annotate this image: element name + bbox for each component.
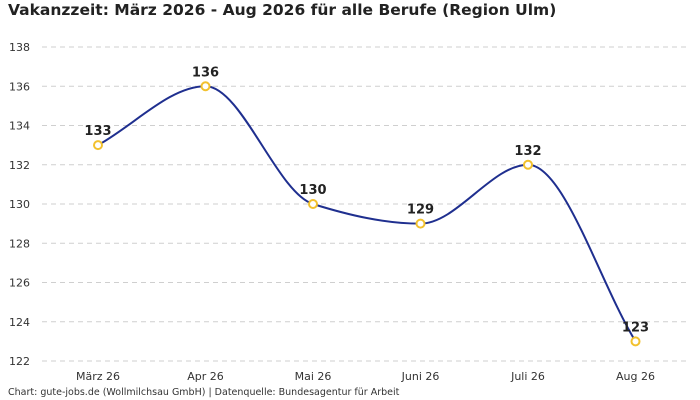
data-point bbox=[93, 140, 103, 151]
chart-title: Vakanzzeit: März 2026 - Aug 2026 für all… bbox=[8, 1, 557, 19]
x-axis-ticks: März 26 Apr 26 Mai 26 Juni 26 Juli 26 Aug 26 bbox=[76, 370, 655, 383]
data-points bbox=[93, 81, 641, 347]
y-tick-label: 122 bbox=[9, 355, 30, 368]
x-tick-label: Apr 26 bbox=[187, 370, 224, 383]
y-tick-label: 130 bbox=[9, 198, 30, 211]
series-line bbox=[97, 85, 637, 342]
y-tick-label: 124 bbox=[9, 316, 30, 329]
series-line-group bbox=[97, 85, 637, 342]
data-labels: 133 136 130 129 132 123 bbox=[84, 65, 649, 335]
data-point bbox=[308, 199, 318, 209]
x-tick-label: Juli 26 bbox=[510, 370, 545, 383]
data-label: 123 bbox=[622, 320, 649, 335]
data-label: 132 bbox=[514, 144, 541, 159]
y-tick-label: 136 bbox=[9, 80, 30, 93]
y-tick-label: 126 bbox=[9, 277, 30, 290]
x-tick-label: Juni 26 bbox=[401, 370, 440, 383]
data-label: 133 bbox=[84, 124, 111, 139]
data-label: 136 bbox=[192, 65, 219, 80]
y-tick-label: 128 bbox=[9, 237, 30, 250]
x-tick-label: Aug 26 bbox=[616, 370, 655, 383]
x-tick-label: März 26 bbox=[76, 370, 120, 383]
chart-footer: Chart: gute-jobs.de (Wollmilchsau GmbH) … bbox=[8, 387, 400, 398]
y-axis-ticks: 122 124 126 128 130 132 134 136 138 bbox=[9, 41, 30, 368]
data-point bbox=[200, 81, 211, 92]
y-tick-label: 138 bbox=[9, 41, 30, 54]
data-point bbox=[630, 336, 641, 347]
gridlines bbox=[42, 46, 690, 362]
data-point bbox=[415, 218, 426, 229]
x-tick-label: Mai 26 bbox=[295, 370, 332, 383]
y-tick-label: 132 bbox=[9, 159, 30, 172]
data-point bbox=[523, 159, 533, 170]
y-tick-label: 134 bbox=[9, 120, 30, 133]
data-label: 130 bbox=[299, 183, 326, 198]
data-label: 129 bbox=[407, 203, 434, 218]
